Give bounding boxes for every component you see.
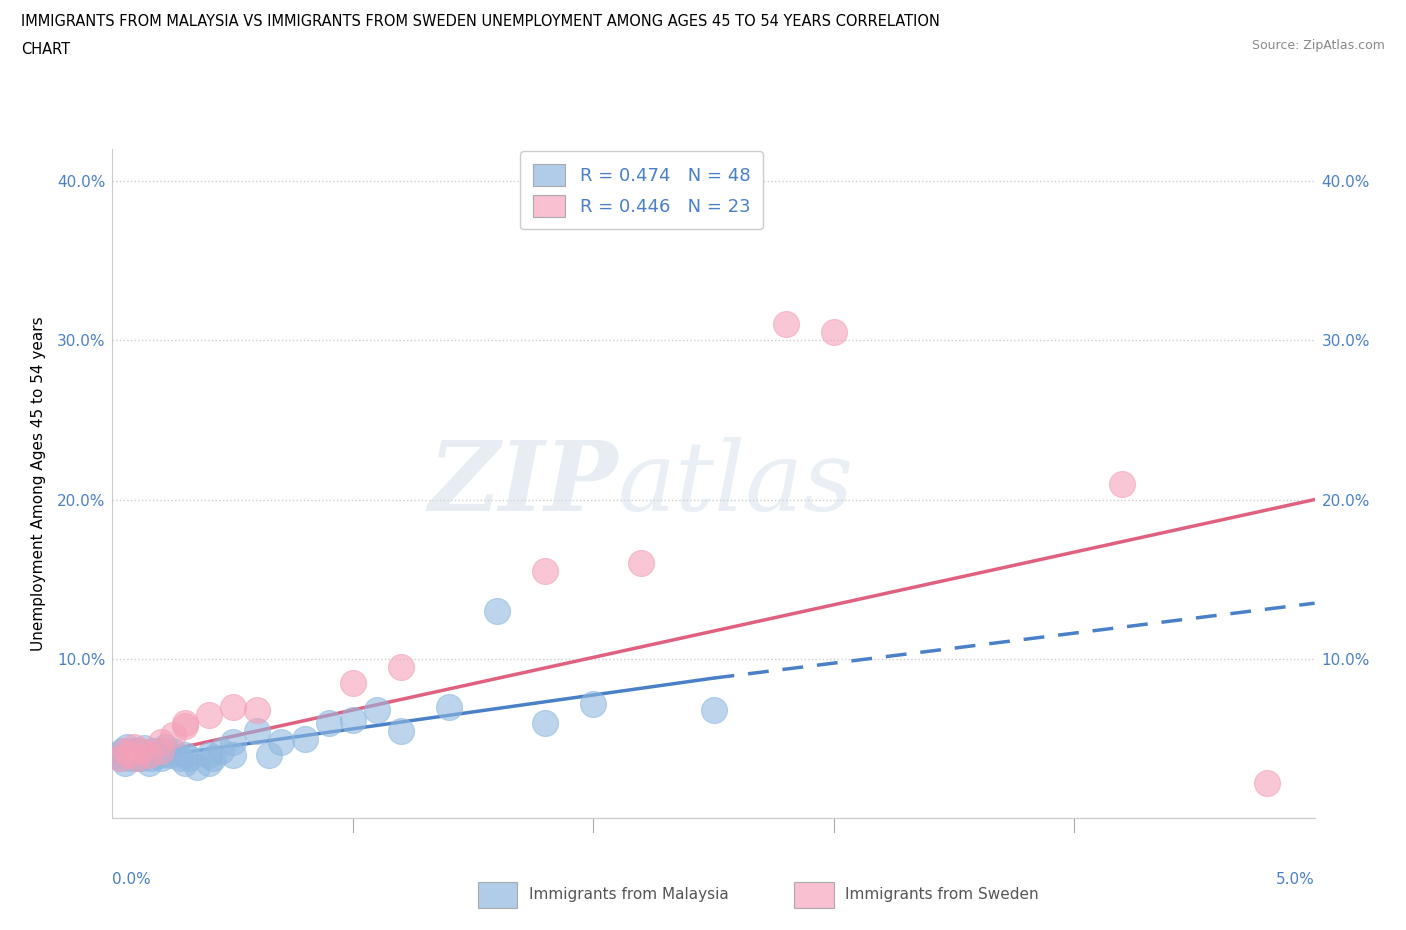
Point xyxy=(115,739,138,754)
Point xyxy=(142,744,165,759)
Point xyxy=(149,735,172,750)
Point xyxy=(121,747,143,762)
Point xyxy=(114,755,136,770)
Point xyxy=(138,747,160,762)
Point xyxy=(173,747,195,762)
Point xyxy=(149,747,172,762)
Text: CHART: CHART xyxy=(21,42,70,57)
Point xyxy=(118,747,141,762)
Point xyxy=(389,724,412,738)
Point xyxy=(1256,776,1278,790)
Point xyxy=(209,744,232,759)
Point xyxy=(222,699,245,714)
Point xyxy=(114,744,136,759)
Point xyxy=(202,751,225,765)
Point xyxy=(139,751,162,765)
Point xyxy=(197,755,219,770)
Text: IMMIGRANTS FROM MALAYSIA VS IMMIGRANTS FROM SWEDEN UNEMPLOYMENT AMONG AGES 45 TO: IMMIGRANTS FROM MALAYSIA VS IMMIGRANTS F… xyxy=(21,14,941,29)
Point xyxy=(149,751,172,765)
Point xyxy=(149,744,172,759)
Point xyxy=(122,744,145,759)
Point xyxy=(162,728,184,743)
Point xyxy=(179,751,201,765)
Point xyxy=(1111,476,1133,491)
Point xyxy=(132,741,155,756)
Point xyxy=(122,739,145,754)
Point xyxy=(111,744,134,759)
Point xyxy=(145,747,167,762)
Point xyxy=(197,747,219,762)
Text: Source: ZipAtlas.com: Source: ZipAtlas.com xyxy=(1251,39,1385,52)
Point xyxy=(197,708,219,723)
Point xyxy=(257,747,280,762)
Point xyxy=(131,744,153,759)
Point xyxy=(222,747,245,762)
Point xyxy=(135,747,157,762)
Text: 5.0%: 5.0% xyxy=(1275,872,1315,887)
Text: Immigrants from Malaysia: Immigrants from Malaysia xyxy=(529,887,728,902)
Point xyxy=(222,735,245,750)
Point xyxy=(118,751,141,765)
Point xyxy=(105,747,128,762)
Legend: R = 0.474   N = 48, R = 0.446   N = 23: R = 0.474 N = 48, R = 0.446 N = 23 xyxy=(520,152,763,230)
Point xyxy=(155,739,177,754)
Point xyxy=(823,325,845,339)
Y-axis label: Unemployment Among Ages 45 to 54 years: Unemployment Among Ages 45 to 54 years xyxy=(31,316,46,651)
Text: 0.0%: 0.0% xyxy=(112,872,152,887)
Point xyxy=(294,731,316,746)
Point xyxy=(159,747,181,762)
Point xyxy=(437,699,460,714)
Point xyxy=(270,735,292,750)
Point xyxy=(173,755,195,770)
Text: Immigrants from Sweden: Immigrants from Sweden xyxy=(845,887,1039,902)
Point xyxy=(582,697,605,711)
Point xyxy=(186,760,208,775)
Point xyxy=(125,747,148,762)
Point xyxy=(486,604,509,618)
Point xyxy=(125,744,148,759)
Point xyxy=(108,751,131,765)
Text: atlas: atlas xyxy=(617,436,853,531)
Point xyxy=(138,755,160,770)
Point xyxy=(108,751,131,765)
Point xyxy=(534,715,557,730)
Point xyxy=(389,659,412,674)
Point xyxy=(702,702,725,717)
Point xyxy=(173,715,195,730)
Point xyxy=(342,675,364,690)
Point xyxy=(534,564,557,578)
Text: ZIP: ZIP xyxy=(427,436,617,531)
Point xyxy=(246,702,269,717)
Point xyxy=(162,744,184,759)
Point xyxy=(125,751,148,765)
Point xyxy=(246,724,269,738)
Point xyxy=(125,751,148,765)
Point xyxy=(173,719,195,734)
Point xyxy=(775,317,797,332)
Point xyxy=(131,751,153,765)
Point xyxy=(169,751,191,765)
Point xyxy=(342,712,364,727)
Point xyxy=(366,702,388,717)
Point xyxy=(630,556,652,571)
Point xyxy=(149,744,172,759)
Point xyxy=(318,715,340,730)
